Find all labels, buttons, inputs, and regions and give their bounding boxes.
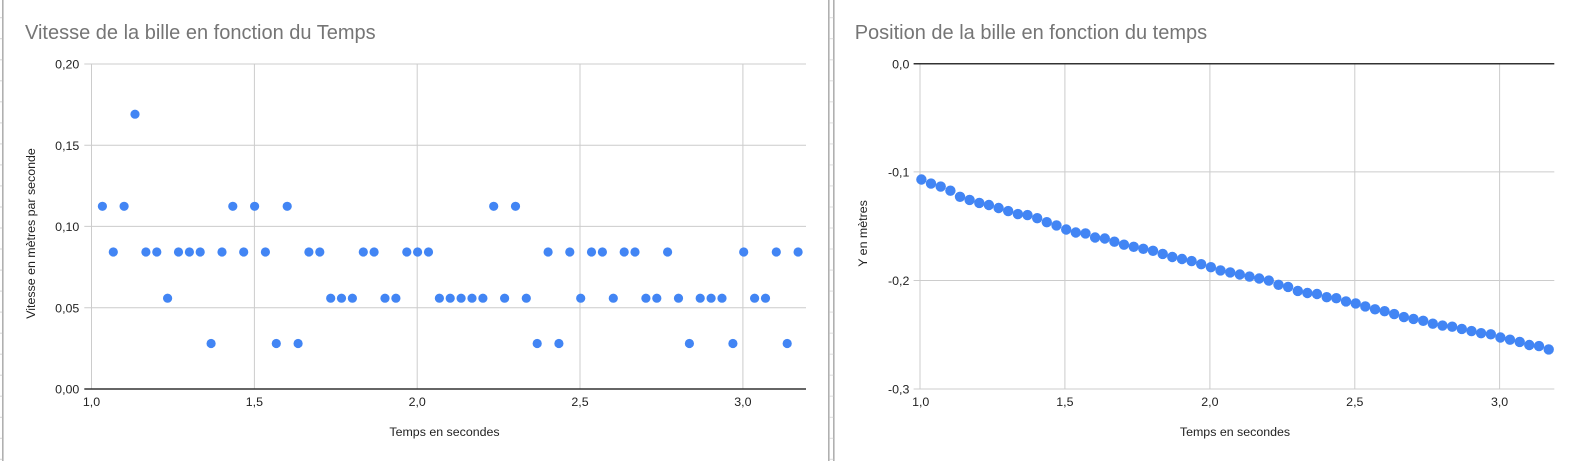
svg-text:0,10: 0,10 (55, 220, 79, 234)
svg-text:-0,1: -0,1 (888, 166, 909, 180)
svg-text:Vitesse de la bille en fonctio: Vitesse de la bille en fonction du Temps (25, 22, 376, 44)
svg-text:Y en mètres: Y en mètres (856, 200, 870, 267)
svg-text:-0,2: -0,2 (888, 274, 909, 288)
svg-text:Vitesse en mètres par seconde: Vitesse en mètres par seconde (24, 148, 38, 319)
svg-text:1,5: 1,5 (1056, 395, 1073, 409)
svg-text:3,0: 3,0 (1491, 395, 1508, 409)
svg-text:1,5: 1,5 (246, 395, 263, 409)
svg-text:0,0: 0,0 (892, 58, 909, 72)
svg-text:0,05: 0,05 (55, 301, 79, 315)
svg-text:2,5: 2,5 (1346, 395, 1363, 409)
svg-text:2,0: 2,0 (409, 395, 426, 409)
svg-text:Temps en secondes: Temps en secondes (1180, 425, 1290, 439)
svg-text:2,5: 2,5 (571, 395, 588, 409)
svg-text:0,20: 0,20 (55, 58, 79, 72)
svg-text:1,0: 1,0 (912, 395, 929, 409)
svg-text:0,00: 0,00 (55, 383, 79, 397)
svg-text:2,0: 2,0 (1201, 395, 1218, 409)
svg-text:Position de la bille en foncti: Position de la bille en fonction du temp… (855, 22, 1207, 44)
svg-text:0,15: 0,15 (55, 139, 79, 153)
svg-text:-0,3: -0,3 (888, 383, 909, 397)
svg-text:Temps en secondes: Temps en secondes (389, 425, 499, 439)
svg-text:3,0: 3,0 (734, 395, 751, 409)
svg-text:1,0: 1,0 (83, 395, 100, 409)
